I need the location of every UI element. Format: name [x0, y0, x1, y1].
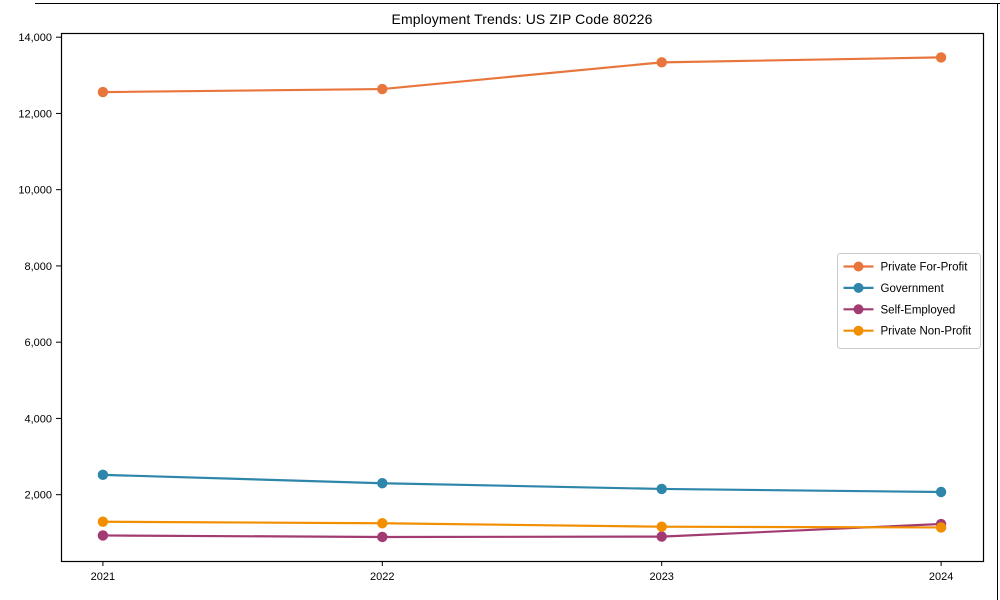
- data-point-self-employed-2021: [97, 530, 109, 541]
- legend-swatch-marker-government: [853, 282, 864, 293]
- legend-label-private-non-profit: Private Non-Profit: [881, 326, 973, 338]
- legend-swatch-marker-private-for-profit: [853, 261, 864, 272]
- data-point-self-employed-2022: [377, 531, 388, 543]
- data-point-government-2023: [656, 483, 667, 495]
- data-point-self-employed-2023: [656, 531, 667, 542]
- data-point-government-2024: [935, 486, 947, 498]
- legend-swatch-marker-self-employed: [853, 304, 864, 315]
- y-tick-label: 8,000: [24, 261, 52, 273]
- x-tick-label: 2022: [370, 571, 394, 583]
- plot-area: [60, 32, 985, 563]
- series-line-self-employed: [101, 522, 943, 539]
- series-line-private-non-profit: [101, 520, 943, 529]
- y-tick-label: 2,000: [24, 490, 52, 502]
- legend-label-private-for-profit: Private For-Profit: [881, 262, 969, 274]
- data-point-private-non-profit-2022: [377, 518, 388, 529]
- data-point-private-non-profit-2023: [656, 521, 667, 532]
- data-point-government-2022: [377, 478, 388, 489]
- legend-box: [837, 253, 981, 349]
- y-tick-label: 6,000: [24, 337, 52, 349]
- data-point-private-non-profit-2021: [97, 516, 109, 527]
- data-point-private-for-profit-2023: [656, 57, 667, 68]
- series-line-government: [101, 473, 943, 494]
- data-point-private-for-profit-2022: [377, 83, 388, 95]
- data-point-private-non-profit-2024: [935, 522, 947, 533]
- data-point-private-for-profit-2021: [97, 86, 109, 98]
- data-point-private-for-profit-2024: [935, 52, 947, 63]
- data-point-government-2021: [97, 469, 109, 481]
- legend-swatch-marker-private-non-profit: [853, 325, 864, 336]
- x-tick-label: 2024: [929, 571, 953, 583]
- chart-title: Employment Trends: US ZIP Code 80226: [391, 11, 653, 27]
- legend-label-self-employed: Self-Employed: [881, 304, 956, 316]
- y-tick-label: 10,000: [18, 185, 52, 197]
- y-tick-label: 12,000: [18, 108, 52, 120]
- series-line-private-for-profit: [101, 56, 943, 94]
- x-tick-label: 2021: [91, 571, 115, 583]
- x-tick-label: 2023: [649, 571, 673, 583]
- y-tick-label: 14,000: [18, 32, 52, 44]
- legend-label-government: Government: [881, 283, 945, 295]
- y-tick-label: 4,000: [24, 413, 52, 425]
